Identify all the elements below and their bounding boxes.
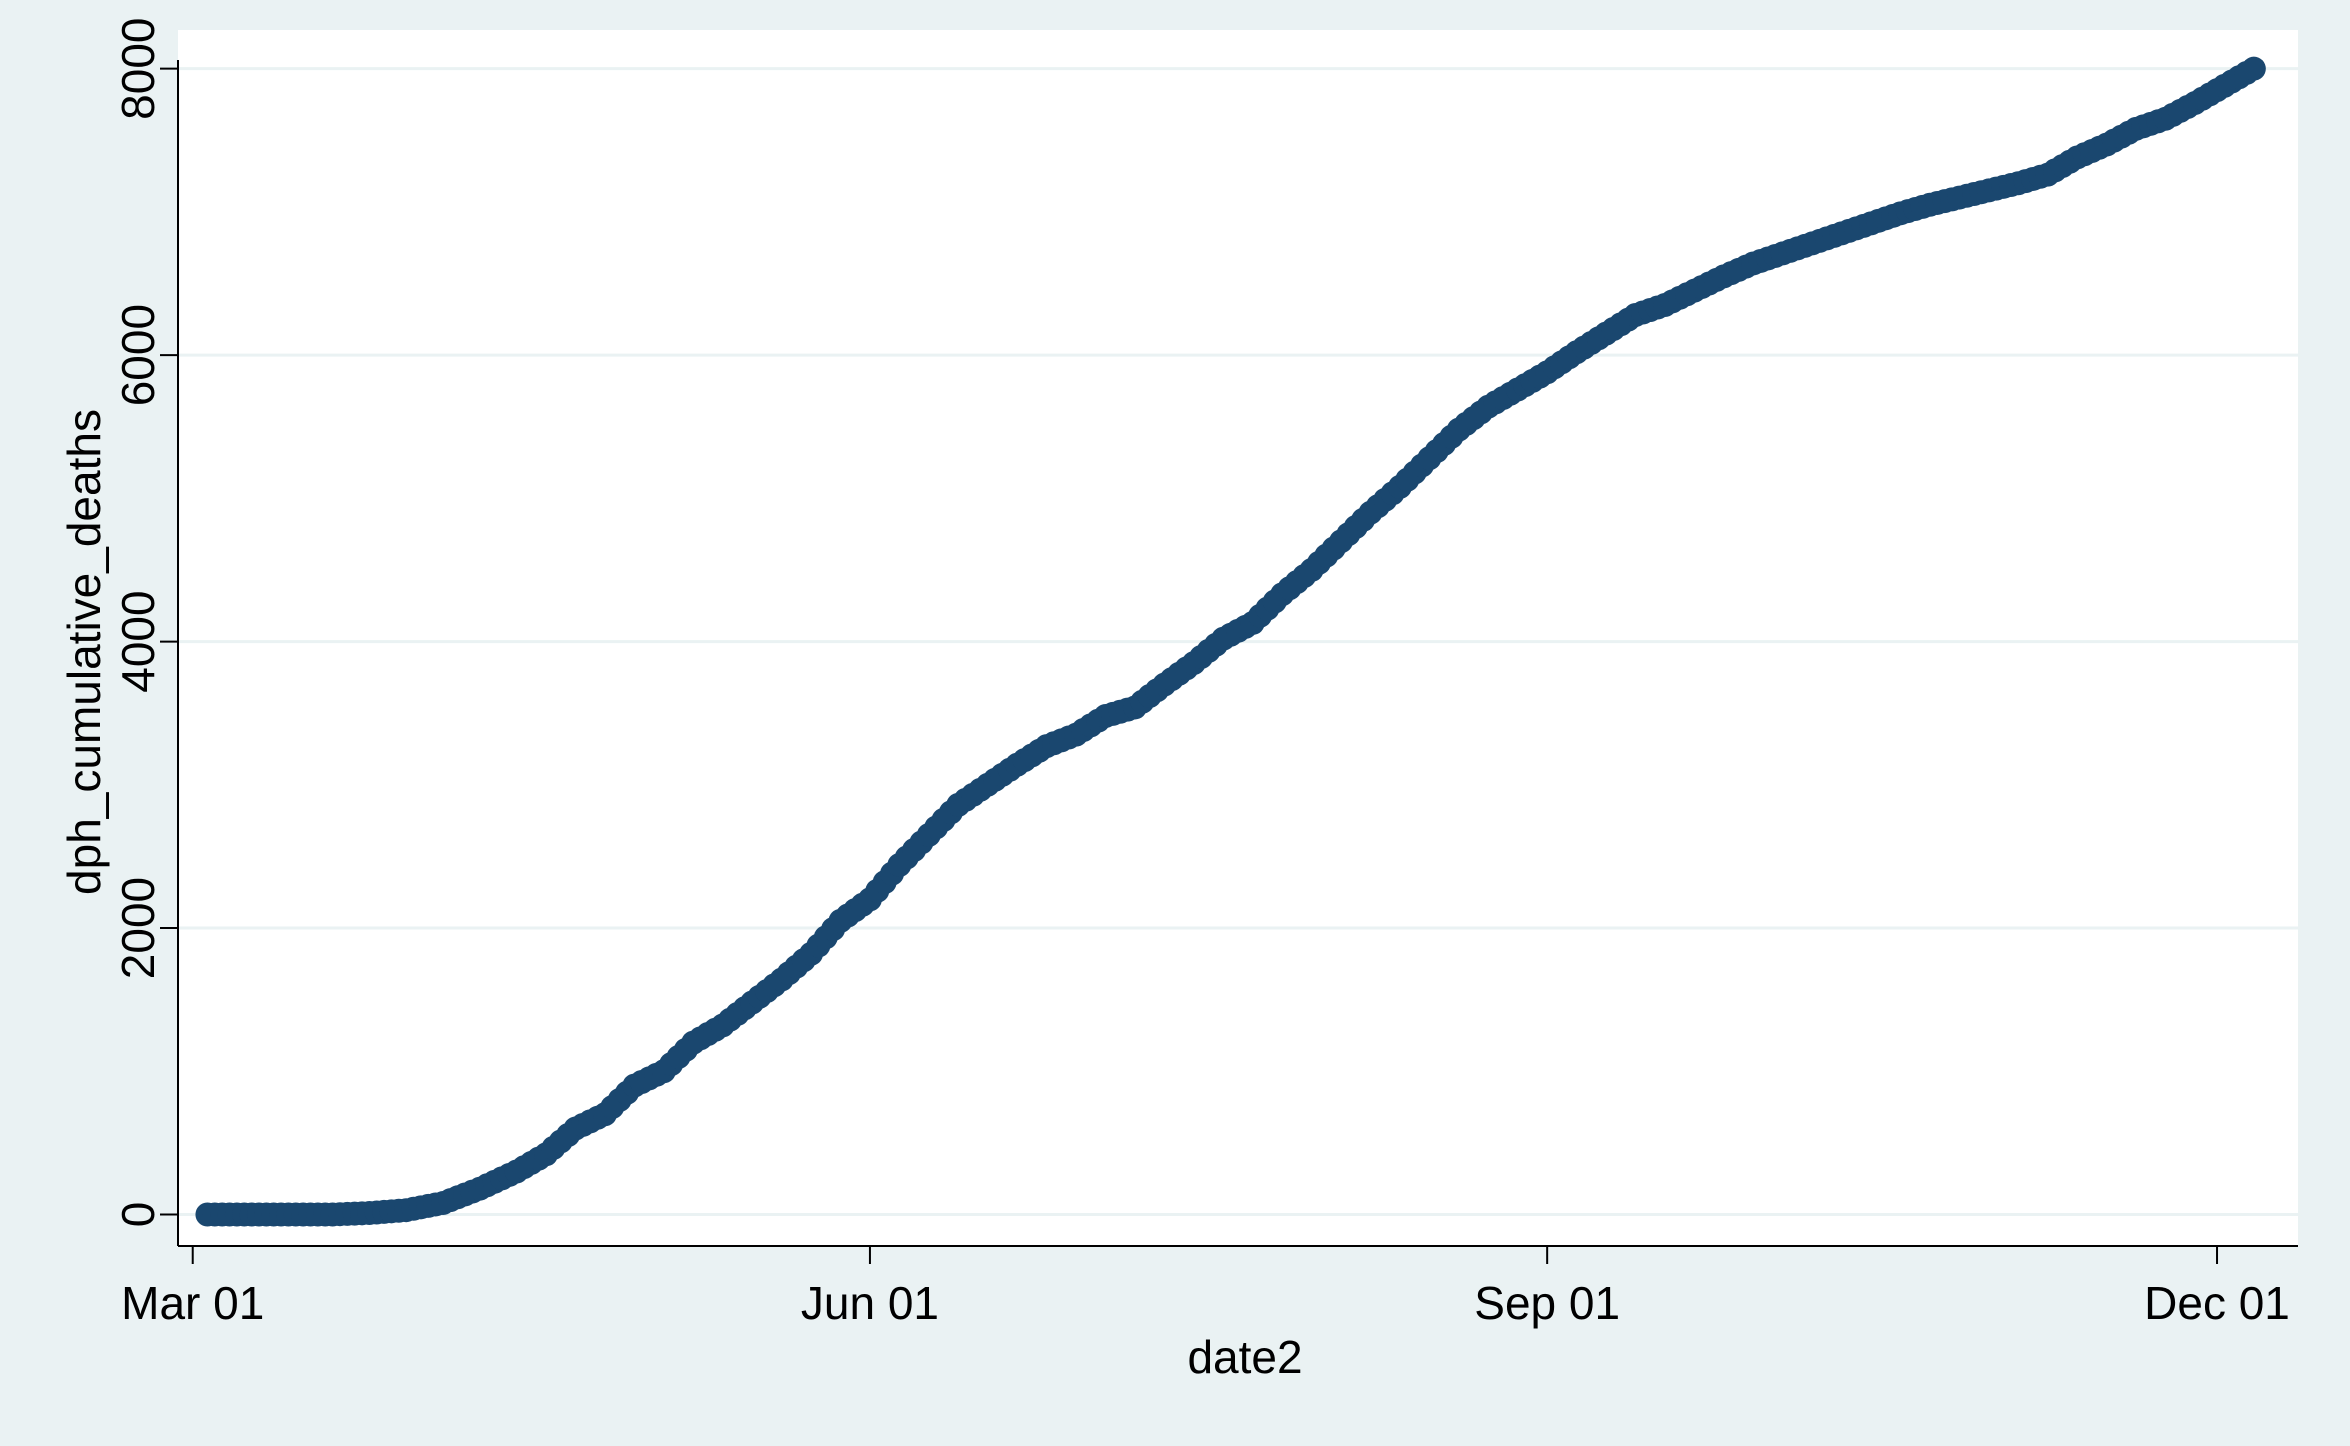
y-tick-label: 8000 — [112, 17, 164, 119]
data-points — [195, 56, 2266, 1227]
y-tick-label: 0 — [112, 1202, 164, 1228]
x-tick-label: Dec 01 — [2144, 1277, 2290, 1329]
y-tick-label: 4000 — [112, 590, 164, 692]
y-tick-label: 6000 — [112, 304, 164, 406]
y-tick-label: 2000 — [112, 877, 164, 979]
x-axis-title: date2 — [1187, 1331, 1302, 1383]
y-axis-title: dph_cumulative_deaths — [58, 409, 110, 895]
x-tick-label: Sep 01 — [1474, 1277, 1620, 1329]
tick-labels: 0 2000 4000 6000 8000 Mar 01 Jun 01 Sep 01 Dec 0… — [112, 17, 2290, 1329]
x-tick-label: Mar 01 — [121, 1277, 264, 1329]
data-point — [2241, 56, 2266, 81]
axes — [160, 60, 2298, 1264]
x-tick-label: Jun 01 — [801, 1277, 939, 1329]
